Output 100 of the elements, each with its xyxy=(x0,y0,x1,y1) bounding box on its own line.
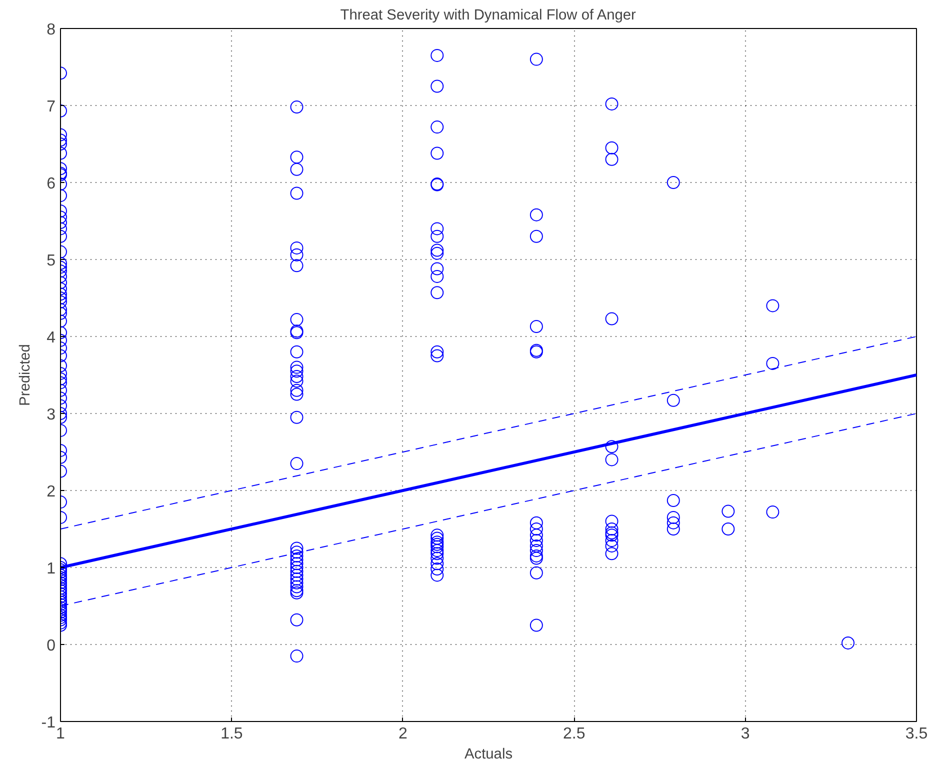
point xyxy=(666,516,680,530)
point xyxy=(290,384,304,397)
point xyxy=(290,374,304,388)
point xyxy=(666,522,680,536)
point xyxy=(430,246,444,260)
point xyxy=(290,549,304,562)
point xyxy=(430,568,444,582)
x-axis-title: Actuals xyxy=(464,746,513,762)
point xyxy=(605,152,618,166)
point xyxy=(605,453,618,466)
point xyxy=(430,562,444,576)
y-tick-label: 3 xyxy=(46,406,56,424)
point xyxy=(430,540,444,554)
point xyxy=(430,345,444,358)
point xyxy=(605,547,618,560)
point xyxy=(430,532,444,545)
point xyxy=(290,248,304,262)
point xyxy=(530,522,543,536)
point xyxy=(605,526,618,540)
point xyxy=(605,514,618,528)
x-tick-label: 2.5 xyxy=(562,726,586,742)
y-tick-label: 6 xyxy=(46,176,56,192)
point xyxy=(290,370,304,384)
point xyxy=(430,244,444,257)
point xyxy=(430,80,444,93)
point xyxy=(290,561,304,574)
point xyxy=(290,241,304,254)
point xyxy=(530,552,543,565)
point xyxy=(530,208,543,222)
y-tick-label: 1 xyxy=(46,560,56,578)
point xyxy=(605,440,618,454)
point xyxy=(530,320,543,333)
x-tick-label: 3.5 xyxy=(905,726,928,742)
point xyxy=(666,394,680,407)
y-tick-label: 4 xyxy=(46,330,56,346)
point xyxy=(290,572,304,586)
point xyxy=(430,547,444,560)
point xyxy=(722,504,735,518)
point xyxy=(605,528,618,542)
point xyxy=(290,564,304,578)
point xyxy=(666,510,680,524)
point xyxy=(530,534,543,548)
point xyxy=(430,146,444,160)
point xyxy=(530,52,543,66)
point xyxy=(290,360,304,374)
point xyxy=(290,650,304,663)
point xyxy=(290,613,304,626)
point xyxy=(290,568,304,582)
point xyxy=(530,539,543,552)
point xyxy=(530,618,543,632)
point xyxy=(290,100,304,114)
point xyxy=(430,262,444,276)
point xyxy=(430,120,444,134)
point xyxy=(430,286,444,300)
point xyxy=(290,542,304,555)
point xyxy=(430,544,444,558)
point xyxy=(766,299,780,312)
point xyxy=(290,553,304,566)
x-tick-label: 1.5 xyxy=(220,726,243,742)
point xyxy=(530,566,543,580)
point xyxy=(430,222,444,236)
point xyxy=(290,388,304,401)
point xyxy=(430,552,444,565)
y-tick-label: 0 xyxy=(46,638,56,654)
point xyxy=(290,150,304,164)
point xyxy=(290,186,304,200)
point xyxy=(605,534,618,548)
chart-title: Threat Severity with Dynamical Flow of Anger xyxy=(340,8,636,24)
point xyxy=(842,636,855,650)
point xyxy=(290,259,304,272)
point xyxy=(290,313,304,326)
point xyxy=(430,528,444,542)
point xyxy=(290,410,304,424)
point xyxy=(290,557,304,570)
point xyxy=(766,356,780,370)
point xyxy=(530,549,543,562)
point xyxy=(766,506,780,519)
point xyxy=(605,539,618,552)
y-tick-label: 5 xyxy=(46,252,56,270)
point xyxy=(605,97,618,110)
point xyxy=(290,546,304,559)
y-tick-label: 2 xyxy=(46,484,56,500)
point xyxy=(605,522,618,536)
x-tick-label: 3 xyxy=(740,726,750,742)
point xyxy=(605,312,618,326)
point xyxy=(605,141,618,154)
point xyxy=(722,522,735,536)
y-tick-label: 7 xyxy=(46,98,56,116)
point xyxy=(530,544,543,558)
point xyxy=(290,162,304,176)
point xyxy=(290,580,304,594)
point xyxy=(430,270,444,283)
point xyxy=(666,176,680,189)
point xyxy=(430,48,444,62)
point xyxy=(290,345,304,358)
x-tick-label: 2 xyxy=(398,726,408,742)
point xyxy=(290,457,304,470)
y-axis-title: Predicted xyxy=(17,344,34,406)
point xyxy=(290,364,304,378)
y-tick-label: 8 xyxy=(46,22,56,38)
